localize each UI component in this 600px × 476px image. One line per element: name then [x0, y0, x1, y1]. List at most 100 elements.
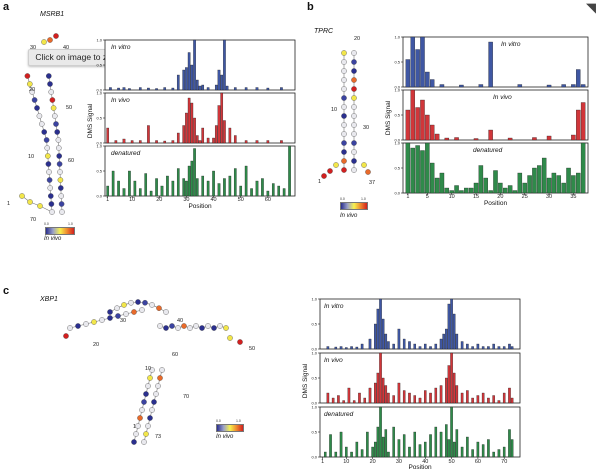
chart-c-bar	[429, 346, 432, 350]
chart-c-ytick-label: 0.5	[311, 322, 317, 327]
chart-a-bar	[288, 145, 291, 197]
structure-c-label: 50	[249, 346, 255, 352]
structure-a-node	[37, 203, 43, 209]
chart-c-bar	[445, 328, 448, 350]
chart-a-bar	[195, 79, 199, 91]
chart-c-bar	[455, 429, 459, 458]
structure-a-node	[41, 39, 47, 45]
chart-a-bar	[193, 39, 196, 91]
chart-c-bar	[387, 392, 390, 404]
structure-c-node	[156, 305, 162, 311]
structure-c-node	[131, 439, 137, 445]
structure-b-node	[365, 169, 371, 175]
structure-a-node	[39, 121, 45, 127]
chart-b-bar	[571, 84, 576, 88]
chart-c-bar	[373, 382, 377, 404]
structure-a-node	[34, 105, 40, 111]
chart-c-bar	[439, 338, 443, 350]
chart-b-bar	[444, 187, 450, 194]
chart-c-bar	[408, 446, 411, 458]
chart-c-bar	[429, 434, 432, 458]
structure-c-node	[181, 323, 187, 329]
chart-b-bar	[546, 84, 552, 88]
structure-c-node	[67, 325, 73, 331]
chart-b-xtick-label: 20	[497, 194, 503, 200]
chart-b: 0.0 0.5 1.0 In vitro 0.0 0.5 1.0 In vivo 0.0 0.5 1…	[385, 35, 589, 207]
structure-c-node	[199, 325, 205, 331]
chart-b-frame-0	[402, 36, 589, 88]
structure-c-strand	[69, 309, 143, 329]
chart-a-bar	[255, 87, 259, 91]
chart-a-bar	[255, 140, 259, 144]
chart-b-bar	[454, 185, 459, 194]
chart-c-bar	[455, 385, 459, 404]
structure-a-strand	[27, 75, 53, 213]
chart-c-bar	[323, 451, 327, 458]
structure-b-node	[351, 158, 357, 164]
structure-c-node	[169, 323, 175, 329]
chart-b-bar	[488, 190, 493, 194]
close-icon[interactable]: ◥	[586, 0, 596, 15]
chart-c-bar	[413, 431, 417, 458]
structure-b-node	[341, 59, 347, 65]
chart-a-bar	[155, 178, 158, 197]
chart-c-frame-0	[319, 298, 521, 350]
chart-b-bar	[459, 190, 464, 194]
chart-a-ytick-label: 1.0	[96, 91, 102, 96]
structure-c-node	[63, 333, 69, 339]
chart-c-ytick-label: 1.0	[311, 351, 317, 356]
structure-a-node	[47, 185, 54, 191]
structure-c-node	[143, 391, 149, 397]
chart-a-xtick-label: 10	[129, 197, 135, 203]
chart-c-bar	[384, 429, 388, 458]
structure-a-node	[31, 97, 38, 103]
chart-b-bar	[410, 147, 415, 194]
chart-b-bar	[498, 182, 503, 194]
structure-c-node	[157, 375, 163, 381]
chart-a-bar	[220, 92, 224, 144]
structure-b-node	[351, 68, 357, 74]
structure-a-node	[26, 81, 33, 87]
structure-b-node	[341, 104, 347, 110]
structure-b-node	[351, 167, 357, 173]
chart-a-bar	[190, 64, 194, 91]
chart-c-bar	[423, 441, 427, 458]
chart-c-xtick-label: 60	[475, 459, 481, 465]
structure-c-node	[145, 383, 151, 389]
chart-b-bar	[561, 84, 566, 88]
chart-a-bar	[182, 178, 186, 197]
chart-c-bar	[392, 395, 395, 404]
chart-b-bar	[571, 134, 576, 141]
structure-c-node	[193, 323, 199, 329]
structure-c-strand	[143, 369, 163, 443]
chart-c-bar	[373, 441, 377, 458]
chart-b-bar	[429, 124, 435, 141]
structure-a-node	[27, 199, 33, 205]
chart-b-bar	[415, 107, 420, 141]
structure-c-node	[99, 317, 105, 323]
structure-c-node	[149, 407, 155, 413]
chart-c-bar	[450, 352, 453, 404]
chart-c-ytick-label: 0.5	[311, 376, 317, 381]
structure-b-node	[351, 104, 357, 110]
chart-c-bar	[429, 392, 432, 404]
chart-b-xtick-label: 25	[522, 194, 528, 200]
chart-b-bar	[527, 175, 532, 194]
chart-b-xtick-label: 15	[473, 194, 479, 200]
chart-c-bar	[384, 333, 388, 350]
structure-a-node	[48, 193, 54, 199]
chart-c-bar	[502, 446, 506, 458]
structure-b-node	[341, 86, 347, 92]
chart-c-bar	[434, 426, 438, 458]
structure-c-node	[163, 309, 169, 315]
chart-b-bar	[537, 165, 542, 194]
chart-b-xtick-label: 30	[546, 194, 552, 200]
structure-a-node	[41, 129, 48, 135]
chart-c-bar	[418, 397, 422, 404]
chart-a-bar	[185, 112, 188, 144]
chart-a-bar	[163, 87, 167, 91]
structure-a-node	[45, 153, 51, 159]
structure-b-node	[351, 95, 357, 101]
chart-c-ylabel: DMS Signal	[302, 363, 309, 398]
structure-c-node	[187, 325, 193, 331]
